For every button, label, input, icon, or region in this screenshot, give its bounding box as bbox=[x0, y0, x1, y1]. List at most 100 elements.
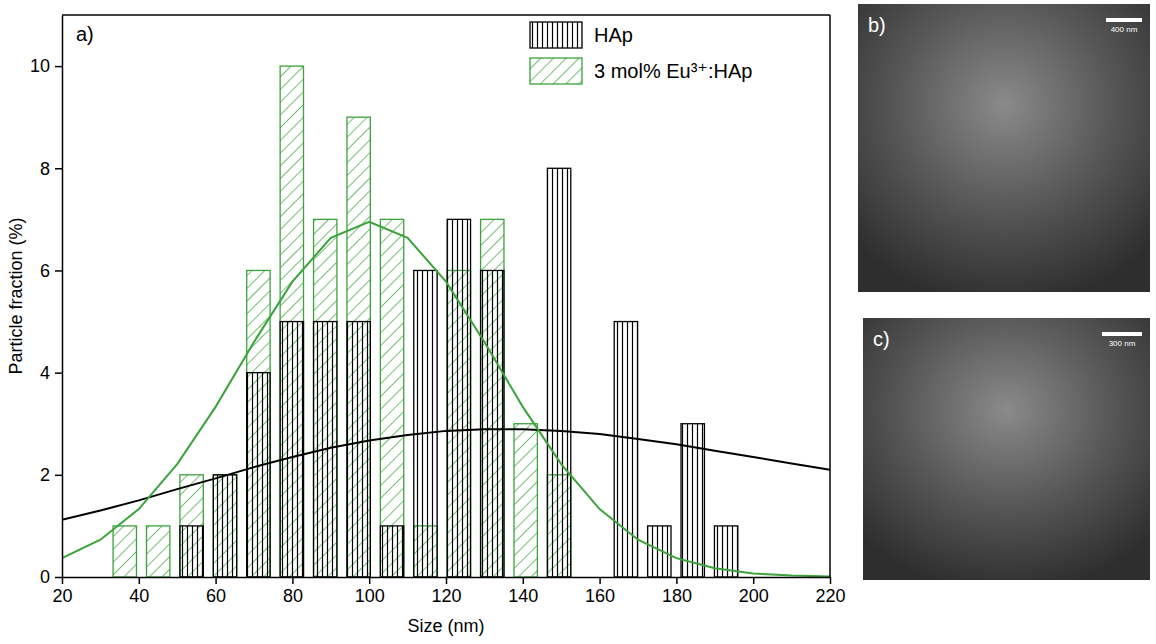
bar bbox=[180, 526, 203, 577]
x-tick-mark bbox=[292, 577, 294, 584]
x-tick-mark bbox=[369, 577, 371, 584]
y-tick-label: 10 bbox=[30, 56, 50, 76]
x-axis: 20 40 60 80 100 120 140 160 180 200 220 bbox=[52, 577, 845, 606]
y-tick: 6 bbox=[40, 261, 62, 281]
x-tick-mark bbox=[215, 577, 217, 584]
x-tick-mark bbox=[446, 577, 448, 584]
x-tick-label: 220 bbox=[815, 586, 845, 606]
x-tick: 140 bbox=[508, 577, 538, 606]
bar bbox=[247, 373, 270, 577]
y-tick-mark bbox=[55, 270, 62, 272]
y-tick: 4 bbox=[40, 363, 62, 383]
legend: HAp 3 mol% Eu³⁺:HAp bbox=[530, 22, 752, 84]
legend-label: HAp bbox=[594, 24, 633, 46]
x-tick-label: 200 bbox=[739, 586, 769, 606]
panel-label: b) bbox=[868, 14, 886, 36]
bar bbox=[146, 526, 169, 577]
frame-top bbox=[62, 14, 830, 16]
x-tick-label: 100 bbox=[355, 586, 385, 606]
bar bbox=[380, 526, 403, 577]
bar bbox=[347, 322, 370, 577]
x-tick-label: 160 bbox=[585, 586, 615, 606]
bar bbox=[180, 475, 203, 577]
y-tick-label: 0 bbox=[40, 567, 50, 587]
bar-series bbox=[113, 66, 571, 577]
y-tick: 8 bbox=[40, 159, 62, 179]
bar bbox=[247, 270, 270, 577]
y-axis-title: Particle fraction (%) bbox=[6, 217, 26, 374]
frame-right bbox=[829, 15, 831, 577]
panel-label: a) bbox=[76, 23, 94, 45]
bar bbox=[213, 475, 236, 577]
image-panel: c) 300 nm bbox=[863, 318, 1150, 580]
bar-series bbox=[180, 168, 738, 577]
x-tick-mark bbox=[139, 577, 141, 584]
micrograph bbox=[863, 318, 1150, 580]
legend-swatch bbox=[530, 22, 582, 48]
bar bbox=[213, 475, 236, 577]
bar bbox=[113, 526, 136, 577]
bar bbox=[447, 219, 470, 577]
x-tick-mark bbox=[830, 577, 832, 584]
y-tick: 10 bbox=[30, 56, 62, 76]
y-axis: 0 2 4 6 8 10 bbox=[30, 16, 63, 588]
bar bbox=[280, 66, 303, 577]
x-tick-label: 20 bbox=[52, 586, 72, 606]
x-axis-title: Size (nm) bbox=[407, 616, 484, 636]
bar bbox=[514, 424, 537, 577]
y-tick: 0 bbox=[40, 567, 62, 587]
x-tick: 40 bbox=[129, 577, 149, 606]
y-tick-mark bbox=[55, 66, 62, 68]
x-tick-mark bbox=[753, 577, 755, 584]
micrograph bbox=[858, 4, 1150, 292]
y-tick-label: 4 bbox=[40, 363, 50, 383]
x-tick-mark bbox=[523, 577, 525, 584]
x-tick-label: 40 bbox=[129, 586, 149, 606]
y-tick-mark bbox=[55, 168, 62, 170]
y-axis-line bbox=[62, 16, 64, 578]
bar bbox=[648, 526, 671, 577]
y-tick-label: 8 bbox=[40, 159, 50, 179]
x-tick: 160 bbox=[585, 577, 615, 606]
x-tick-mark bbox=[599, 577, 601, 584]
bar bbox=[280, 322, 303, 577]
x-tick-label: 180 bbox=[662, 586, 692, 606]
y-tick-mark bbox=[55, 577, 62, 579]
x-tick-label: 120 bbox=[431, 586, 461, 606]
x-tick: 220 bbox=[815, 577, 845, 606]
y-tick: 2 bbox=[40, 465, 62, 485]
panel-label: c) bbox=[873, 328, 890, 350]
bar bbox=[481, 270, 504, 577]
x-tick: 60 bbox=[206, 577, 226, 606]
fit-curve bbox=[62, 429, 830, 519]
x-tick: 20 bbox=[52, 577, 72, 606]
x-tick: 80 bbox=[283, 577, 303, 606]
scale-bar-label: 400 nm bbox=[1111, 25, 1138, 34]
y-tick-mark bbox=[55, 372, 62, 374]
x-tick-label: 60 bbox=[206, 586, 226, 606]
x-tick-mark bbox=[676, 577, 678, 584]
x-tick-label: 80 bbox=[283, 586, 303, 606]
bar bbox=[380, 219, 403, 577]
bar bbox=[414, 270, 437, 577]
bar bbox=[347, 117, 370, 577]
x-tick: 120 bbox=[431, 577, 461, 606]
scale-bar bbox=[1102, 332, 1142, 336]
bar bbox=[614, 322, 637, 577]
y-tick-label: 6 bbox=[40, 261, 50, 281]
x-tick-label: 140 bbox=[508, 586, 538, 606]
y-tick-mark bbox=[55, 475, 62, 477]
x-tick: 180 bbox=[662, 577, 692, 606]
scale-bar bbox=[1106, 18, 1142, 22]
y-tick-label: 2 bbox=[40, 465, 50, 485]
legend-label: 3 mol% Eu³⁺:HAp bbox=[594, 60, 752, 82]
legend-swatch bbox=[530, 58, 582, 84]
figure: 20 40 60 80 100 120 140 160 180 200 220 0 2 4 6 8 10 Size… bbox=[0, 0, 1156, 644]
image-panel: b) 400 nm bbox=[858, 4, 1150, 292]
fit-curve bbox=[62, 222, 830, 577]
bar bbox=[314, 219, 337, 577]
bar bbox=[547, 168, 570, 577]
x-tick: 200 bbox=[739, 577, 769, 606]
scale-bar-label: 300 nm bbox=[1109, 339, 1136, 348]
plot-area bbox=[62, 66, 830, 577]
